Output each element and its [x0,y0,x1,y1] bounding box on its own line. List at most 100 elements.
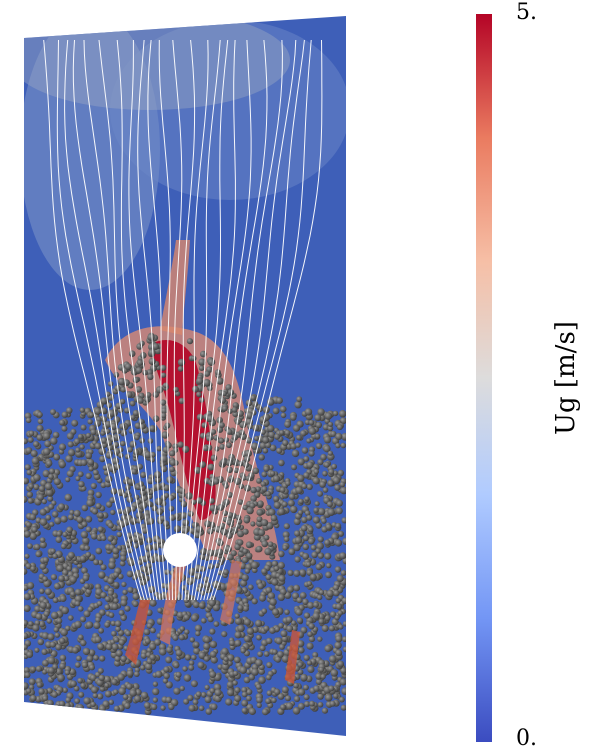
particle [213,621,220,627]
particle [335,507,343,515]
particle [255,683,262,690]
particle [80,459,88,466]
particle [231,406,238,413]
particle [234,687,241,694]
streamline [197,39,268,601]
particle [24,553,30,559]
particle [279,430,285,436]
particle [85,551,92,558]
particle [64,493,72,502]
particle [265,586,272,594]
particle [315,672,323,680]
particle [261,540,269,548]
particle [111,678,118,686]
particle [65,477,71,483]
particle [312,612,320,620]
particle [159,515,166,522]
particle [237,499,244,505]
particle [115,649,123,657]
particle [294,530,301,537]
particle [39,508,47,516]
streamline [56,39,145,601]
particle [140,665,146,671]
particle [246,506,254,515]
particle [81,504,89,512]
particle [31,526,38,533]
particle [198,397,205,403]
particle [24,438,28,445]
particle [261,568,268,575]
particle [212,603,221,612]
particle [24,593,31,601]
particle [222,405,228,412]
particle [327,421,334,427]
particle [261,519,269,527]
particle [300,430,307,437]
particle [195,630,201,637]
particle [25,521,32,528]
particle [148,357,156,365]
particle [286,625,294,633]
particle [240,579,248,587]
particle [128,350,136,358]
particle [124,702,131,709]
particle [222,569,229,576]
particle [302,543,309,551]
particle [87,606,94,613]
particle [180,526,189,535]
particle [163,492,169,499]
particle [64,702,71,709]
particle [165,696,173,704]
particle [156,445,162,452]
particle [93,621,101,630]
particle [268,464,274,471]
particle [126,570,134,578]
particle [52,597,59,604]
particle [293,695,301,703]
particle [66,407,73,414]
particle [65,697,71,703]
particle [337,610,343,616]
particle [328,468,335,475]
particle [297,474,305,482]
particle [132,600,139,608]
particle [199,461,207,468]
particle [92,469,99,476]
particle [58,706,65,713]
particle [274,688,281,696]
particle [294,536,303,544]
particle [340,704,346,711]
particle [147,373,154,380]
particle [110,620,117,626]
particle [54,632,60,638]
particle [306,461,314,469]
particle [26,651,34,658]
particle [326,562,332,569]
particle [189,527,196,534]
particle [266,661,273,669]
particle [43,610,50,617]
particle [97,643,105,651]
particle [121,581,127,588]
particle [326,589,334,598]
particle [242,548,248,554]
particle [108,612,115,618]
particle [53,626,60,633]
streamline [98,39,158,601]
particle [113,636,120,643]
particle [36,682,43,688]
particle [221,631,228,638]
particle [234,639,242,647]
particle [82,647,91,656]
particle [42,695,48,702]
particle [316,542,324,550]
particle [251,668,259,676]
particle [111,630,117,637]
particle [66,565,72,572]
particle [246,627,255,635]
particle [335,649,343,657]
particle [105,643,113,651]
particle [301,447,309,454]
particle [230,550,237,557]
